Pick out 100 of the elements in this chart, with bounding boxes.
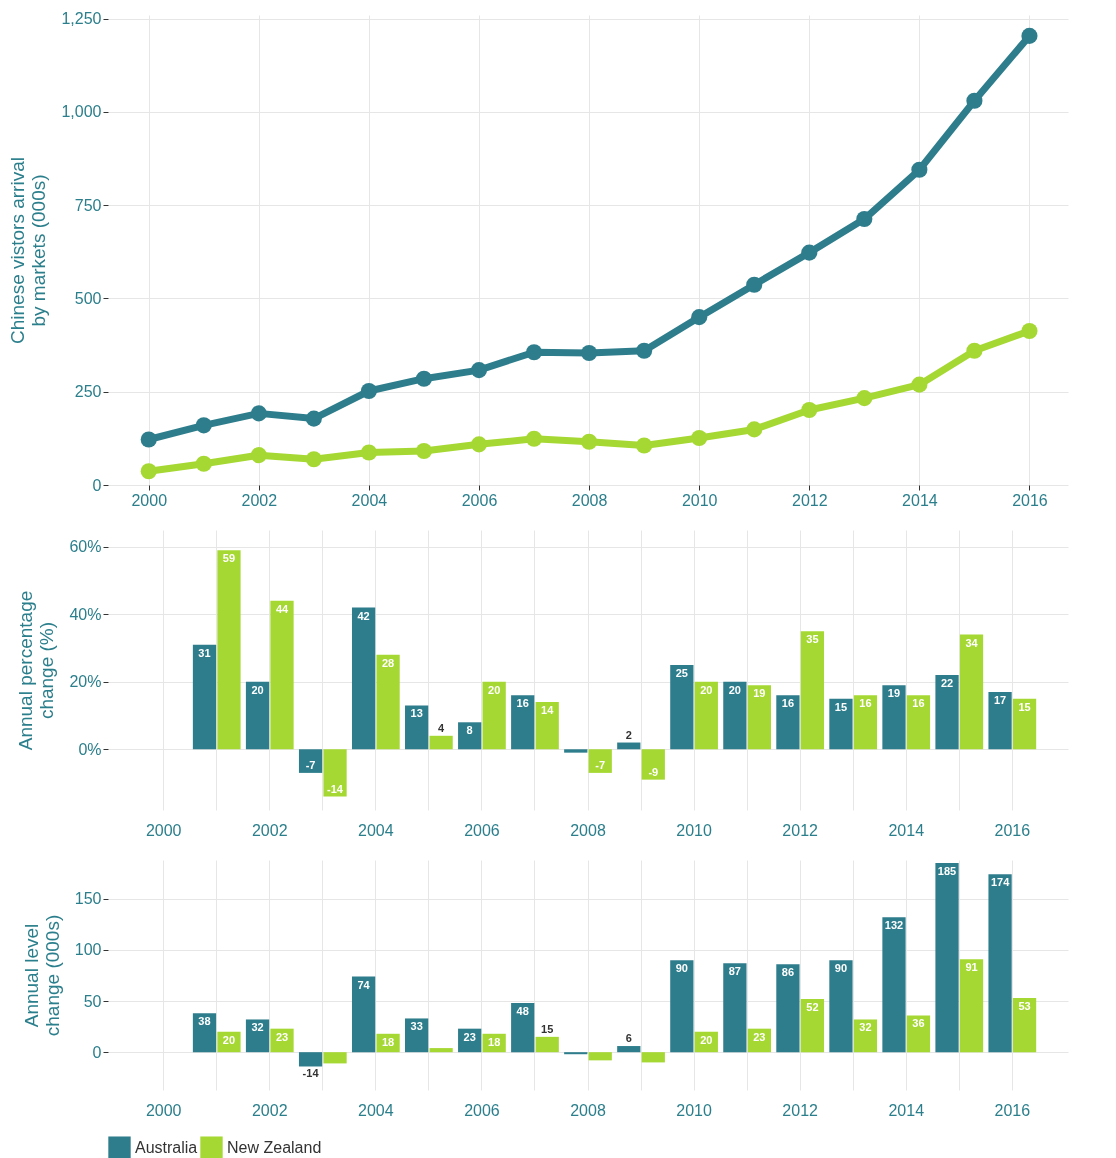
bar: [351, 607, 376, 750]
data-label: 18: [488, 1035, 501, 1048]
x-tick-label: 2016: [994, 1101, 1031, 1119]
data-label: 20: [251, 683, 264, 696]
data-label: 33: [410, 1020, 423, 1033]
data-label: -14: [327, 782, 344, 795]
data-label: 20: [700, 683, 713, 696]
point: [470, 436, 488, 453]
bar: [800, 999, 825, 1053]
bar: [641, 1052, 665, 1063]
bar: [935, 863, 959, 1053]
data-label: 32: [859, 1021, 872, 1034]
data-label: 86: [781, 966, 795, 979]
x-tick-label: 2006: [464, 821, 500, 839]
y-axis-title: Annual level change (000s): [20, 914, 63, 1037]
bar: [429, 1048, 453, 1053]
x-tick-label: 2010: [676, 821, 712, 839]
x-tick-label: 2014: [888, 821, 925, 839]
point: [911, 376, 928, 393]
data-label: 2: [625, 728, 632, 741]
y-tick-label: 100: [74, 941, 102, 959]
point: [966, 342, 983, 359]
data-label: 132: [884, 919, 904, 932]
x-tick-label: 2000: [131, 491, 168, 509]
bar: [776, 964, 800, 1053]
data-label: 23: [753, 1030, 766, 1043]
data-label: 35: [806, 633, 819, 646]
x-tick-label: 2010: [681, 491, 718, 509]
bar: [747, 685, 771, 750]
data-label: 22: [940, 677, 954, 690]
point: [856, 390, 873, 407]
data-label: 48: [516, 1005, 529, 1018]
y-axis-title: Annual percentage change (%): [15, 590, 58, 751]
point: [195, 455, 212, 472]
data-label: 90: [675, 962, 688, 975]
bar: [723, 963, 747, 1053]
bar: [935, 675, 959, 750]
bar: [535, 702, 559, 750]
point: [581, 344, 598, 361]
data-label: 20: [488, 683, 501, 696]
bar: [270, 600, 294, 750]
bar: [670, 664, 694, 750]
y-tick-label: 0: [92, 476, 102, 494]
data-label: -14: [302, 1067, 320, 1080]
data-label: 87: [728, 965, 741, 978]
bar: [670, 960, 694, 1053]
point: [525, 430, 543, 447]
point: [525, 344, 543, 361]
x-tick-label: 2010: [676, 1101, 712, 1119]
data-label: 20: [700, 1033, 713, 1046]
point: [140, 431, 157, 448]
data-label: 59: [222, 552, 236, 565]
data-label: 6: [625, 1032, 632, 1045]
y-tick-label: 0: [92, 1043, 102, 1061]
data-label: 174: [990, 876, 1011, 889]
data-label: 15: [541, 1022, 554, 1035]
point: [140, 463, 157, 480]
point: [691, 429, 708, 447]
bar: [882, 685, 906, 750]
bar: [405, 705, 429, 750]
bar: [588, 749, 612, 773]
bar: [617, 1046, 641, 1053]
data-label: 31: [198, 646, 211, 659]
point: [636, 437, 653, 454]
data-label: 34: [965, 636, 979, 649]
bar: [376, 654, 400, 750]
data-label: -7: [305, 758, 316, 771]
bar: [988, 691, 1012, 750]
x-tick-label: 2012: [782, 821, 819, 839]
data-label: 42: [357, 609, 370, 622]
bar: [323, 749, 347, 797]
bar: [535, 1036, 559, 1053]
bar: [988, 874, 1012, 1053]
point: [1021, 322, 1038, 339]
data-label: 23: [463, 1030, 476, 1043]
x-tick-label: 2002: [241, 491, 278, 509]
x-tick-label: 2004: [358, 1101, 394, 1119]
data-label: 74: [357, 978, 371, 991]
data-label: 18: [381, 1035, 395, 1048]
bar: [217, 550, 241, 750]
point: [636, 342, 653, 359]
data-label: 20: [222, 1033, 236, 1046]
point: [801, 244, 818, 261]
point: [856, 210, 873, 228]
x-tick-label: 2008: [570, 821, 606, 839]
data-label: 14: [541, 704, 555, 717]
data-label: -7: [595, 758, 606, 771]
bar: [588, 1052, 612, 1061]
x-tick-label: 2004: [358, 821, 394, 839]
data-label: 15: [1018, 700, 1031, 713]
bar: [906, 1015, 931, 1053]
data-label: 44: [275, 602, 289, 615]
legend-label: Australia: [135, 1138, 198, 1156]
x-tick-label: 2016: [994, 821, 1031, 839]
x-tick-label: 2014: [902, 491, 938, 509]
point: [360, 382, 377, 400]
point: [966, 92, 983, 109]
point: [250, 447, 267, 464]
data-label: 4: [438, 721, 446, 734]
point: [415, 443, 433, 460]
